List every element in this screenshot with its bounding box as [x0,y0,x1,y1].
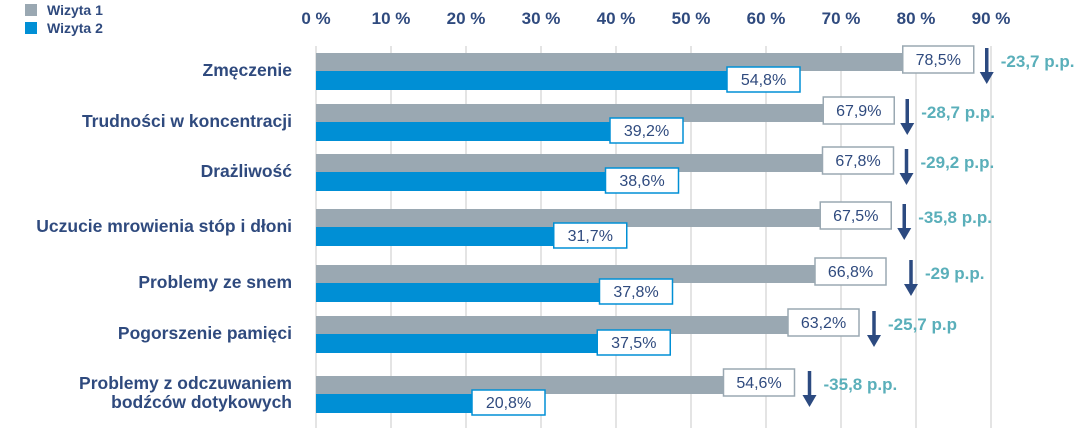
value-label-wizyta-2: 54,8% [741,72,786,89]
category-label-line: Problemy z odczuwaniem [79,373,292,393]
value-label-box-wizyta-2 [604,167,680,194]
legend-item-wizyta-1: Wizyta 1 [25,1,103,19]
down-arrow-icon [802,371,817,407]
value-label-wizyta-1: 54,6% [736,375,781,392]
legend: Wizyta 1 Wizyta 2 [25,1,103,37]
value-label-box-wizyta-2 [596,329,671,356]
down-arrow-icon [899,149,914,185]
bar-wizyta-1 [316,376,726,394]
delta-label: -35,8 p.p. [918,208,992,227]
down-arrow-icon [979,48,994,84]
legend-label-wizyta-2: Wizyta 2 [47,20,103,36]
category-label: Trudności w koncentracji [81,110,292,131]
value-label-box-wizyta-1 [814,257,887,286]
category-label-line: Zmęczenie [202,59,292,80]
category-label: Zmęczenie [202,59,292,80]
legend-item-wizyta-2: Wizyta 2 [25,19,103,37]
delta-annotations: -23,7 p.p. -28,7 p.p. -29,2 p.p. -35,8 p.p.… [802,48,1075,407]
legend-label-wizyta-1: Wizyta 1 [47,2,103,18]
value-label-wizyta-1: 67,5% [833,208,878,225]
bar-wizyta-2 [316,394,472,413]
bar-wizyta-2 [316,227,554,246]
value-label-box-wizyta-2 [471,389,546,416]
delta-label: -28,7 p.p. [921,103,995,122]
bar-wizyta-1 [316,316,790,334]
delta-label: -35,8 p.p. [824,375,898,394]
value-label-box-wizyta-1 [902,45,975,74]
value-label-box-wizyta-1 [819,201,892,230]
legend-swatch-wizyta-2 [25,22,37,34]
value-labels: 78,5% 54,8% 67,9% 39,2% 67,8% 38,6% 67,5% 31,7%… [471,45,975,416]
value-label-wizyta-1: 67,8% [835,153,880,170]
x-tick-label: 60 % [747,9,786,28]
value-label-box-wizyta-2 [553,222,628,249]
delta-label: -29,2 p.p. [921,153,995,172]
down-arrow-icon [900,99,915,135]
delta-label: -25,7 p.p [888,315,957,334]
x-tick-label: 50 % [672,9,711,28]
delta-label: -23,7 p.p. [1001,52,1075,71]
value-label-box-wizyta-1 [822,96,895,125]
down-arrow-icon [897,204,912,240]
bars [316,53,905,413]
value-label-box-wizyta-1 [821,146,895,175]
category-label: Problemy ze snem [138,271,292,292]
category-label: Problemy z odczuwaniem bodźców dotykowych [79,374,292,412]
category-label-line: Drażliwość [200,160,292,181]
category-label-line: Pogorszenie pamięci [117,322,292,343]
x-tick-label: 40 % [597,9,636,28]
value-label-wizyta-1: 63,2% [801,315,846,332]
x-tick-label: 30 % [522,9,561,28]
bar-wizyta-1 [316,209,823,227]
down-arrow-icon [904,260,918,296]
x-axis-ticks: 0 % 10 % 20 % 30 % 40 % 50 % 60 % 70 % 80 % 90 % [301,9,1010,28]
value-label-wizyta-2: 31,7% [568,228,613,245]
bar-wizyta-2 [316,71,727,90]
value-label-wizyta-2: 20,8% [486,395,531,412]
bar-wizyta-2 [316,283,600,302]
x-tick-label: 90 % [972,9,1011,28]
category-label: Uczucie mrowienia stóp i dłoni [36,215,292,236]
value-label-wizyta-1: 66,8% [828,264,873,281]
x-tick-label: 10 % [372,9,411,28]
value-label-box-wizyta-1 [722,368,796,397]
value-label-wizyta-2: 38,6% [619,173,664,190]
bar-wizyta-2 [316,334,598,353]
category-label: Pogorszenie pamięci [117,322,292,343]
value-label-wizyta-1: 78,5% [916,52,961,69]
category-label-line: Trudności w koncentracji [81,110,292,131]
category-label-line: Problemy ze snem [138,271,292,292]
value-label-wizyta-2: 37,5% [611,335,656,352]
category-label-line: bodźców dotykowych [111,392,292,412]
legend-swatch-wizyta-1 [25,4,37,16]
x-tick-label: 0 % [301,9,330,28]
x-tick-label: 70 % [822,9,861,28]
bar-wizyta-1 [316,154,825,172]
delta-label: -29 p.p. [925,264,985,283]
value-label-box-wizyta-2 [609,117,684,144]
bar-wizyta-1 [316,53,905,71]
value-label-box-wizyta-2 [598,278,674,305]
x-tick-label: 80 % [897,9,936,28]
value-label-wizyta-2: 37,8% [613,284,658,301]
x-tick-label: 20 % [447,9,486,28]
bar-wizyta-1 [316,104,826,122]
bar-wizyta-1 [316,265,817,283]
category-label-line: Uczucie mrowienia stóp i dłoni [36,215,292,236]
value-label-wizyta-2: 39,2% [624,123,669,140]
value-label-wizyta-1: 67,9% [836,103,881,120]
value-label-box-wizyta-2 [726,66,801,93]
down-arrow-icon [867,311,881,347]
bar-wizyta-2 [316,122,610,141]
value-label-box-wizyta-1 [787,308,860,337]
bar-wizyta-2 [316,172,606,191]
category-label: Drażliwość [200,160,292,181]
